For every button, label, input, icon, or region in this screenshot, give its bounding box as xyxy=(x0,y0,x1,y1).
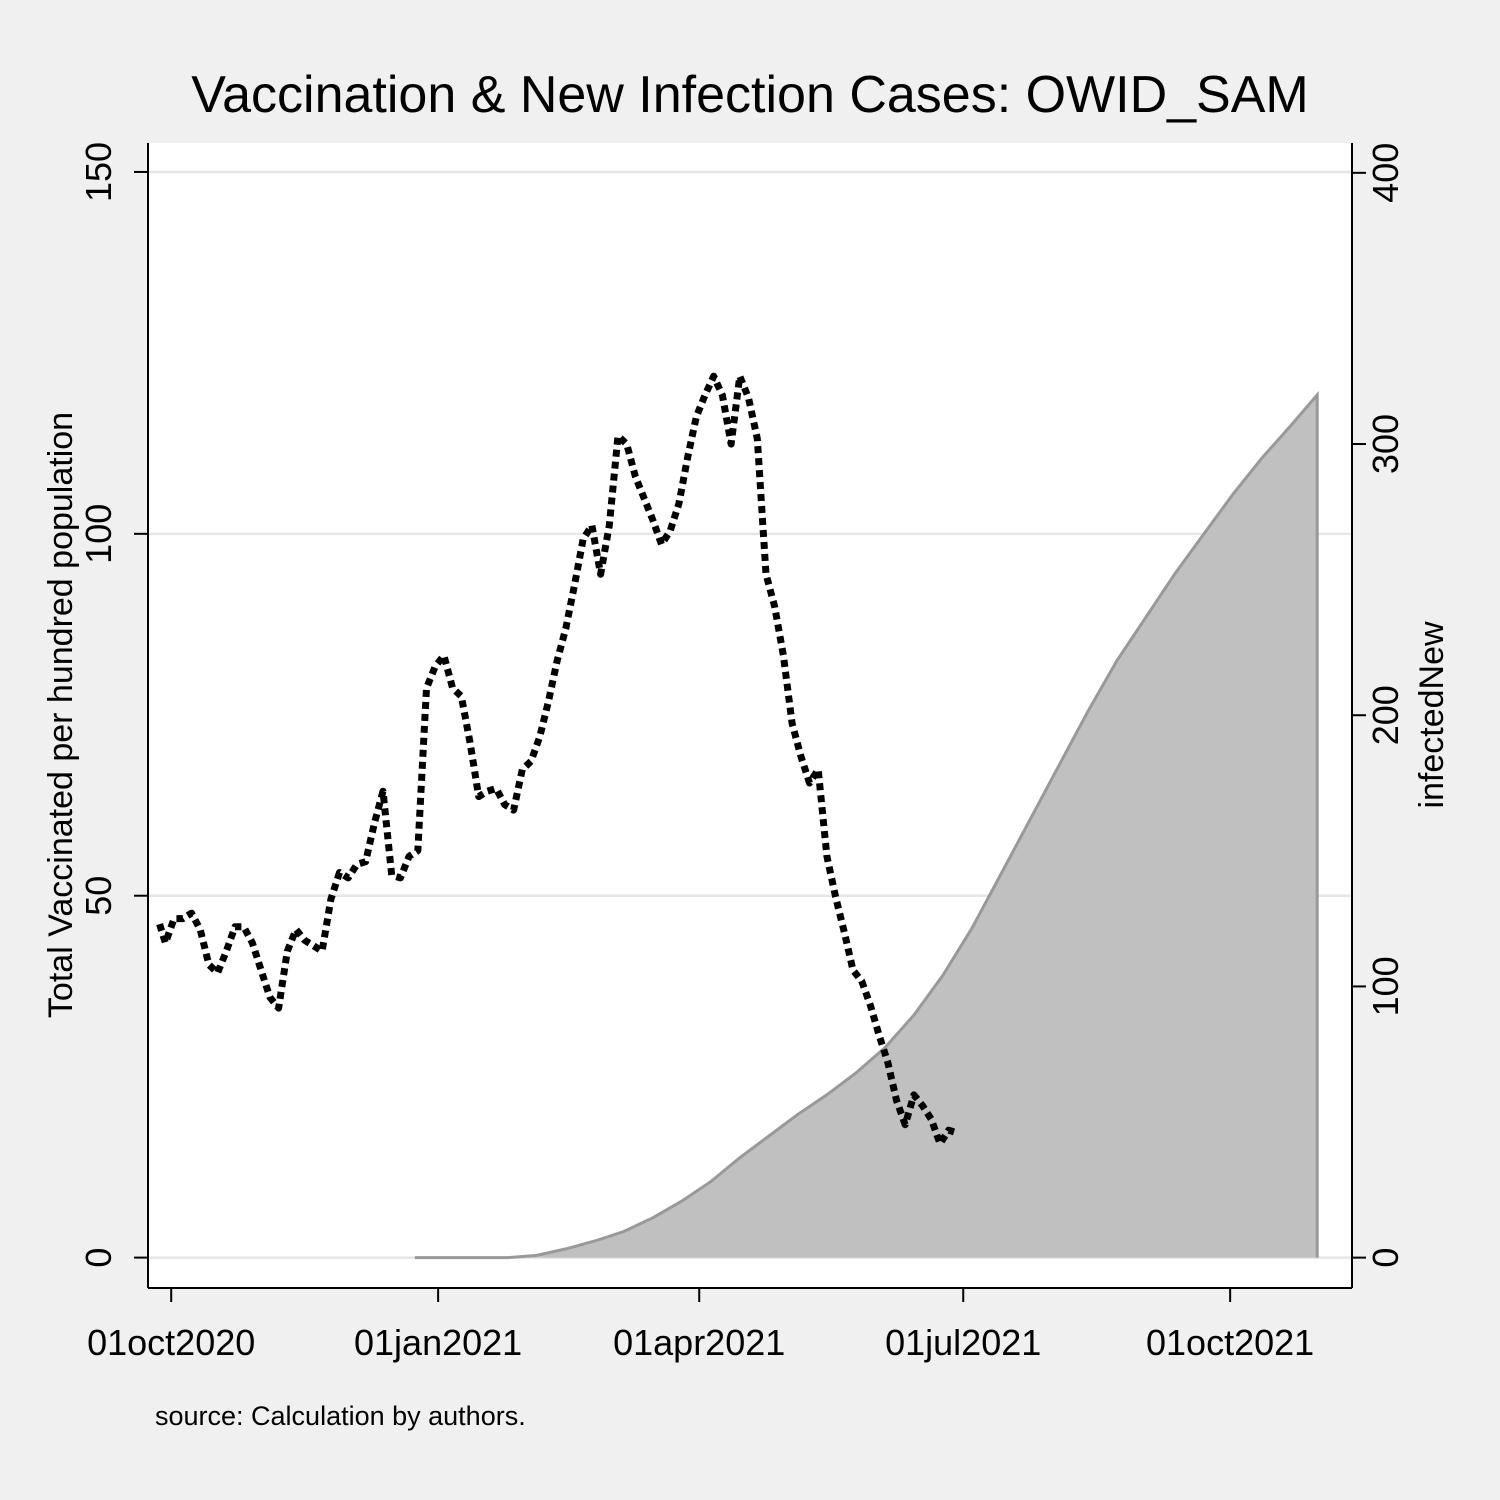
x-tick-label-01oct2021: 01oct2021 xyxy=(1146,1322,1314,1363)
axes: 0 50 100 150 0 100 200 300 400 01oct2020 01jan2021… xyxy=(78,142,1406,1363)
y-right-tick-label-200: 200 xyxy=(1365,685,1406,745)
source-note: source: Calculation by authors. xyxy=(155,1401,526,1431)
y-left-tick-label-100: 100 xyxy=(78,504,119,564)
series-line-infected-new xyxy=(156,372,959,1148)
series-area-edge xyxy=(414,390,1319,1260)
x-tick-label-01oct2020: 01oct2020 xyxy=(87,1322,255,1363)
y-right-tick-label-300: 300 xyxy=(1365,414,1406,474)
y-right-tick-label-0: 0 xyxy=(1365,1248,1406,1268)
x-tick-label-01jan2021: 01jan2021 xyxy=(354,1322,522,1363)
y-right-tick-label-400: 400 xyxy=(1365,143,1406,203)
chart-title: Vaccination & New Infection Cases: OWID_… xyxy=(191,66,1308,124)
y-right-tick-label-100: 100 xyxy=(1365,956,1406,1016)
y-left-tick-label-0: 0 xyxy=(78,1248,119,1268)
x-tick-label-01jul2021: 01jul2021 xyxy=(885,1322,1041,1363)
y-left-tick-label-50: 50 xyxy=(78,876,119,916)
series-layer xyxy=(156,372,1319,1260)
y-left-tick-label-150: 150 xyxy=(78,142,119,202)
series-area-fill xyxy=(414,394,1318,1258)
y-axis-right-label: infectedNew xyxy=(1413,621,1451,809)
y-axis-left-label: Total Vaccinated per hundred population xyxy=(42,412,80,1018)
x-tick-label-01apr2021: 01apr2021 xyxy=(613,1322,785,1363)
